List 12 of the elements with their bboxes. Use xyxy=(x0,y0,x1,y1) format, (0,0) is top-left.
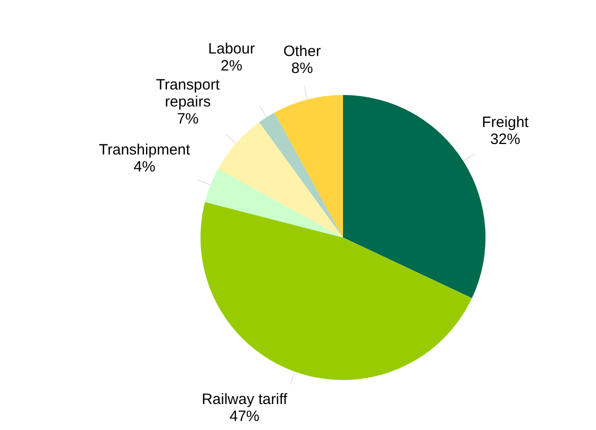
slice-label: Transport repairs xyxy=(156,76,220,110)
data-label: 47% xyxy=(229,408,260,425)
slice-label: Railway tariff xyxy=(202,390,288,408)
data-label: 32% xyxy=(490,130,520,148)
data-label: 7% xyxy=(176,110,199,128)
data-label: 2% xyxy=(220,57,242,74)
slice-label: Transhipment xyxy=(98,142,191,159)
data-label: 8% xyxy=(291,60,313,77)
slice-label: Other xyxy=(283,42,321,60)
slice-label: Labour xyxy=(208,40,255,58)
data-label: 4% xyxy=(134,158,156,176)
slice-label: Freight xyxy=(482,114,530,131)
